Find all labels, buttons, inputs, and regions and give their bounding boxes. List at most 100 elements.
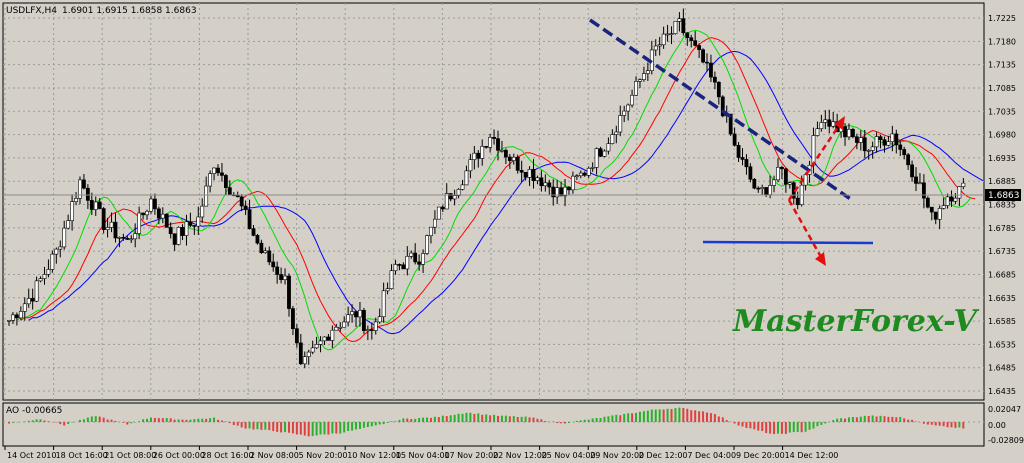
projection-arrow-down[interactable]: [787, 199, 826, 266]
time-tick-label: 29 Nov 20:00: [590, 451, 644, 460]
candle-body: [255, 235, 260, 244]
candle-body: [760, 187, 765, 190]
candle-body: [365, 329, 370, 331]
candle-body: [780, 166, 784, 170]
candle-body: [503, 149, 508, 158]
candle-body: [239, 196, 244, 207]
candle-body: [133, 233, 138, 240]
candle-body: [586, 167, 591, 176]
candle-body: [543, 182, 548, 187]
time-tick-label: 21 Oct 08:00: [104, 451, 156, 460]
candle-body: [472, 152, 477, 160]
symbol-label: USDLFX,H4: [6, 6, 57, 16]
candle-body: [342, 321, 347, 328]
candle-body: [673, 20, 678, 34]
candle-body: [657, 44, 662, 47]
candle-body: [890, 133, 895, 142]
candle-body: [898, 144, 903, 150]
indicator-label: AO -0.00665: [6, 406, 62, 416]
candle-body: [58, 246, 63, 250]
candle-body: [184, 221, 189, 236]
candle-body: [689, 37, 694, 41]
candle-body: [46, 269, 51, 275]
candles: [7, 8, 966, 369]
current-price-tag: 1.6863: [985, 189, 1021, 201]
support-line[interactable]: [702, 240, 874, 245]
candle-body: [752, 178, 757, 189]
candle-body: [567, 186, 571, 191]
candle-body: [823, 119, 828, 123]
candle-body: [819, 122, 824, 130]
indicator-axis: 0.02047 0.00 -0.02809: [988, 405, 1024, 445]
candle-body: [677, 18, 682, 22]
candle-body: [275, 266, 280, 275]
watermark-text: MasterForex-V: [732, 304, 979, 339]
candle-body: [456, 189, 461, 196]
candle-body: [389, 270, 394, 289]
candle-body: [768, 185, 773, 195]
candle-body: [180, 227, 185, 236]
time-tick-label: 15 Nov 04:00: [396, 451, 450, 460]
candle-body: [653, 45, 658, 51]
candle-body: [425, 235, 429, 254]
candle-body: [7, 320, 11, 322]
candle-body: [279, 274, 284, 280]
candle-body: [712, 76, 717, 83]
candle-body: [85, 187, 90, 201]
price-tick-label: 1.6735: [988, 247, 1016, 256]
candle-body: [539, 177, 544, 187]
candle-body: [397, 264, 402, 266]
candle-body: [74, 198, 78, 202]
candle-body: [894, 133, 899, 146]
candle-body: [811, 135, 816, 166]
candle-body: [858, 137, 863, 143]
candle-body: [642, 73, 646, 81]
svg-text:1.6863: 1.6863: [988, 191, 1020, 201]
candle-body: [772, 179, 776, 186]
candle-body: [563, 186, 567, 197]
main-plot-area[interactable]: [2, 2, 985, 401]
candle-body: [409, 252, 414, 257]
candle-body: [448, 193, 453, 200]
candle-body: [953, 197, 958, 202]
moving-averages: [16, 29, 984, 351]
ma-fast-line: [16, 29, 972, 351]
candle-body: [776, 166, 780, 181]
candle-body: [685, 32, 690, 39]
candle-body: [417, 261, 422, 265]
candle-body: [941, 205, 946, 209]
candle-body: [496, 138, 500, 151]
candle-body: [665, 33, 670, 36]
price-tick-label: 1.6935: [988, 154, 1016, 163]
price-tick-label: 1.6435: [988, 387, 1016, 396]
candle-body: [358, 309, 362, 318]
candle-body: [373, 321, 378, 331]
candle-body: [172, 233, 177, 245]
price-tick-label: 1.6635: [988, 294, 1016, 303]
candle-body: [464, 170, 469, 186]
candle-body: [247, 209, 252, 229]
projection-arrow-up[interactable]: [787, 116, 845, 201]
candle-body: [346, 314, 351, 323]
candle-body: [937, 208, 942, 220]
candle-body: [736, 145, 741, 158]
candle-body: [874, 136, 879, 148]
candle-body: [460, 184, 465, 190]
candle-body: [18, 311, 23, 319]
candle-body: [318, 340, 323, 345]
time-tick-label: 5 Nov 20:00: [299, 451, 348, 460]
candle-body: [326, 336, 331, 341]
candle-body: [795, 197, 800, 206]
candle-body: [728, 113, 733, 135]
time-tick-label: 17 Nov 20:00: [444, 451, 498, 460]
candle-body: [153, 198, 157, 210]
candle-body: [756, 187, 761, 190]
indicator-plot-area[interactable]: [2, 402, 985, 447]
candle-body: [101, 208, 106, 230]
candle-body: [886, 141, 891, 146]
time-tick-label: 18 Oct 16:00: [56, 451, 108, 460]
candle-body: [933, 211, 938, 220]
